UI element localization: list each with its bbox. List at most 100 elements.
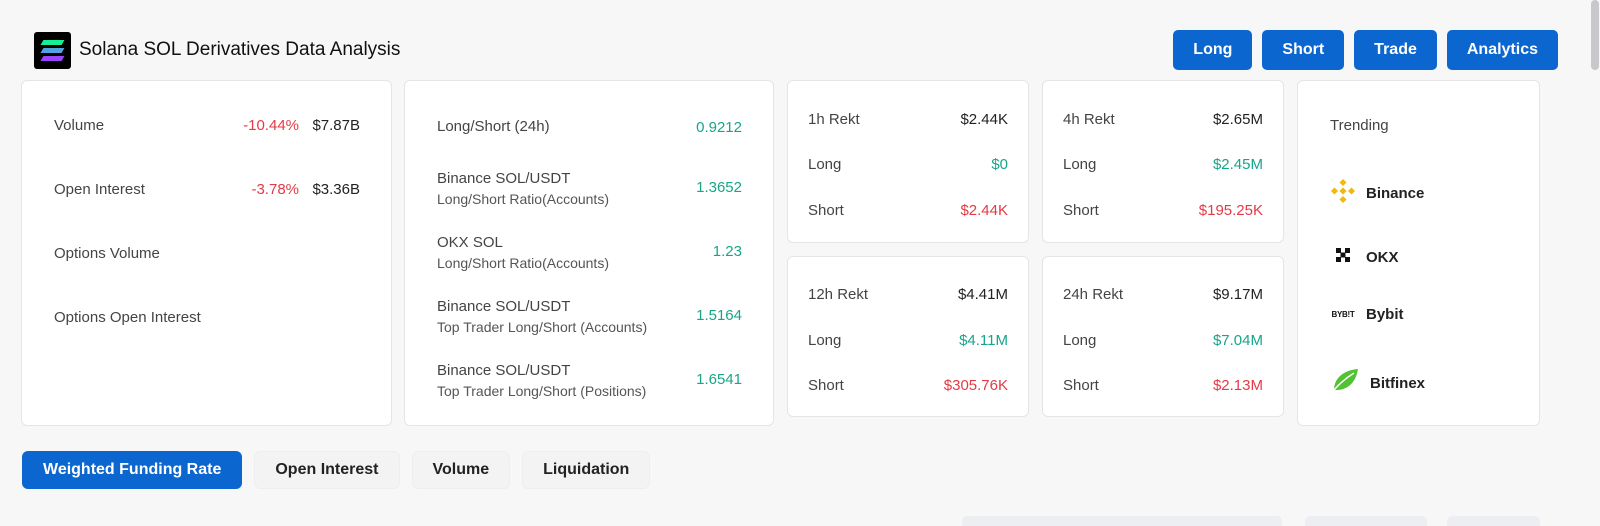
rekt-short-value: $195.25K xyxy=(1198,202,1263,219)
overview-label: Options Open Interest xyxy=(54,309,201,326)
rekt-short-row: Short $195.25K xyxy=(1063,202,1263,219)
overview-label: Open Interest xyxy=(54,181,145,198)
tab-volume[interactable]: Volume xyxy=(411,451,511,489)
rekt-card-24h: 24h Rekt $9.17M Long $7.04M Short $2.13M xyxy=(1042,256,1284,417)
page-title: Solana SOL Derivatives Data Analysis xyxy=(79,39,401,60)
trending-item-okx[interactable]: OKX xyxy=(1330,242,1399,272)
long-button[interactable]: Long xyxy=(1173,30,1253,70)
trending-item-label: Binance xyxy=(1366,184,1425,202)
rekt-long-value: $0 xyxy=(991,156,1008,173)
rekt-long-label: Long xyxy=(808,332,842,349)
rekt-long-row: Long $0 xyxy=(808,156,1008,173)
rekt-total: $2.44K xyxy=(960,111,1008,128)
overview-change: -3.78% xyxy=(251,181,299,198)
page-scrollbar[interactable] xyxy=(1590,0,1600,526)
bitfinex-icon xyxy=(1330,366,1360,400)
okx-icon xyxy=(1330,242,1356,272)
trending-card: Trending Binance xyxy=(1297,80,1540,426)
overview-card: Volume -10.44% $7.87B Open Interest -3.7… xyxy=(21,80,392,426)
rekt-total-row: 24h Rekt $9.17M xyxy=(1063,286,1263,303)
rekt-title: 1h Rekt xyxy=(808,111,860,128)
rekt-long-label: Long xyxy=(1063,332,1097,349)
chart-toolbar-segment[interactable] xyxy=(962,516,1282,526)
overview-row-open-interest: Open Interest -3.78% $3.36B xyxy=(54,181,360,198)
rekt-long-label: Long xyxy=(1063,156,1097,173)
rekt-title: 24h Rekt xyxy=(1063,286,1124,303)
trending-item-bitfinex[interactable]: Bitfinex xyxy=(1330,366,1425,400)
rekt-title: 12h Rekt xyxy=(808,286,869,303)
rekt-long-row: Long $2.45M xyxy=(1063,156,1263,173)
ratio-row: Binance SOL/USDT Long/Short Ratio(Accoun… xyxy=(437,167,742,207)
rekt-long-value: $2.45M xyxy=(1212,156,1263,173)
rekt-long-label: Long xyxy=(808,156,842,173)
trending-item-binance[interactable]: Binance xyxy=(1330,178,1424,208)
page-header: Solana SOL Derivatives Data Analysis xyxy=(34,31,401,69)
ratio-label: Long/Short (24h) xyxy=(437,118,550,135)
rekt-card-12h: 12h Rekt $4.41M Long $4.11M Short $305.7… xyxy=(787,256,1029,417)
rekt-short-row: Short $305.76K xyxy=(808,377,1008,394)
chart-tabs: Weighted Funding Rate Open Interest Volu… xyxy=(22,451,651,489)
rekt-short-label: Short xyxy=(1063,377,1099,394)
rekt-total-row: 1h Rekt $2.44K xyxy=(808,111,1008,128)
overview-value: $3.36B xyxy=(312,181,360,198)
ratio-sublabel: Long/Short Ratio(Accounts) xyxy=(437,255,609,271)
ratio-label: Binance SOL/USDT xyxy=(437,362,571,379)
ratio-label: Binance SOL/USDT xyxy=(437,298,571,315)
rekt-short-label: Short xyxy=(808,202,844,219)
rekt-long-value: $7.04M xyxy=(1212,332,1263,349)
rekt-short-value: $2.44K xyxy=(960,202,1008,219)
overview-label: Options Volume xyxy=(54,245,160,262)
ratio-row: Binance SOL/USDT Top Trader Long/Short (… xyxy=(437,359,742,399)
trade-button[interactable]: Trade xyxy=(1354,30,1437,70)
rekt-long-row: Long $7.04M xyxy=(1063,332,1263,349)
rekt-short-row: Short $2.13M xyxy=(1063,377,1263,394)
rekt-total: $9.17M xyxy=(1212,286,1263,303)
overview-row-options-volume: Options Volume xyxy=(54,245,360,262)
long-short-ratio-card: Long/Short (24h) 0.9212 Binance SOL/USDT… xyxy=(404,80,774,426)
bybit-icon: BYB!T xyxy=(1331,310,1355,319)
trending-item-label: Bybit xyxy=(1366,306,1404,323)
ratio-label: OKX SOL xyxy=(437,234,503,251)
rekt-long-row: Long $4.11M xyxy=(808,332,1008,349)
trending-title: Trending xyxy=(1330,117,1389,134)
rekt-short-value: $305.76K xyxy=(943,377,1008,394)
ratio-row: Binance SOL/USDT Top Trader Long/Short (… xyxy=(437,295,742,335)
ratio-sublabel: Top Trader Long/Short (Positions) xyxy=(437,383,647,399)
top-action-bar: Long Short Trade Analytics xyxy=(1173,30,1558,70)
rekt-short-label: Short xyxy=(808,377,844,394)
solana-logo-icon xyxy=(34,31,71,69)
overview-change: -10.44% xyxy=(243,117,299,134)
trending-item-label: Bitfinex xyxy=(1370,374,1426,392)
rekt-short-label: Short xyxy=(1063,202,1099,219)
ratio-value: 1.6541 xyxy=(696,370,742,388)
trending-item-bybit[interactable]: BYB!T Bybit xyxy=(1330,306,1404,323)
ratio-value: 0.9212 xyxy=(696,118,742,136)
rekt-short-row: Short $2.44K xyxy=(808,202,1008,219)
chart-toolbar-button[interactable] xyxy=(1305,516,1427,526)
overview-value: $7.87B xyxy=(312,117,360,134)
rekt-long-value: $4.11M xyxy=(959,332,1008,349)
rekt-total-row: 12h Rekt $4.41M xyxy=(808,286,1008,303)
ratio-value: 1.5164 xyxy=(696,306,742,324)
ratio-value: 1.3652 xyxy=(696,178,742,196)
analytics-button[interactable]: Analytics xyxy=(1446,30,1558,70)
binance-icon xyxy=(1330,178,1356,208)
overview-row-volume: Volume -10.44% $7.87B xyxy=(54,117,360,134)
rekt-title: 4h Rekt xyxy=(1063,111,1115,128)
ratio-row: OKX SOL Long/Short Ratio(Accounts) 1.23 xyxy=(437,231,742,271)
ratio-value: 1.23 xyxy=(712,242,742,260)
scrollbar-thumb[interactable] xyxy=(1591,0,1599,70)
rekt-card-1h: 1h Rekt $2.44K Long $0 Short $2.44K xyxy=(787,80,1029,243)
ratio-sublabel: Long/Short Ratio(Accounts) xyxy=(437,191,609,207)
ratio-label: Binance SOL/USDT xyxy=(437,170,571,187)
tab-liquidation[interactable]: Liquidation xyxy=(522,451,651,489)
tab-weighted-funding-rate[interactable]: Weighted Funding Rate xyxy=(22,451,243,489)
rekt-total: $2.65M xyxy=(1212,111,1263,128)
short-button[interactable]: Short xyxy=(1262,30,1345,70)
chart-toolbar-button[interactable] xyxy=(1447,516,1540,526)
tab-open-interest[interactable]: Open Interest xyxy=(254,451,400,489)
rekt-total: $4.41M xyxy=(957,286,1008,303)
overview-row-options-open-interest: Options Open Interest xyxy=(54,309,360,326)
rekt-short-value: $2.13M xyxy=(1212,377,1263,394)
ratio-sublabel: Top Trader Long/Short (Accounts) xyxy=(437,319,648,335)
